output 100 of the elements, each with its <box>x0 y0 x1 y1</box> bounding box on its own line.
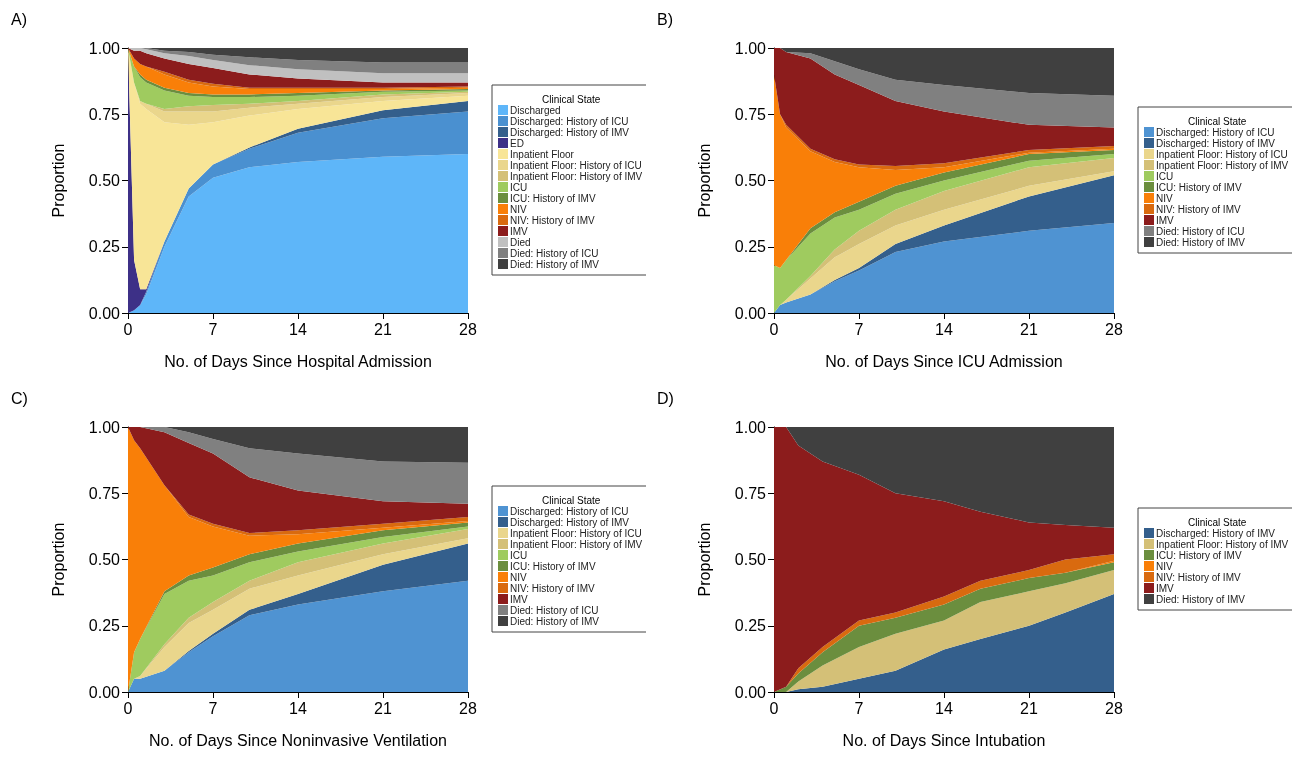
legend-label: IMV <box>1156 214 1175 226</box>
legend-label: ICU: History of IMV <box>510 560 596 572</box>
legend-label: Discharged: History of IMV <box>1156 137 1276 149</box>
y-axis-title: Proportion <box>695 143 713 218</box>
legend-label: Died: History of ICU <box>1156 225 1245 237</box>
legend-title: Clinical State <box>1188 115 1247 127</box>
y-tick-label: 0.50 <box>734 551 767 568</box>
x-tick-label: 14 <box>935 699 953 717</box>
legend-label: Inpatient Floor: History of IMV <box>510 538 643 550</box>
x-tick-label: 0 <box>769 699 779 717</box>
x-tick-label: 14 <box>289 320 307 338</box>
legend-label: Inpatient Floor: History of IMV <box>1156 159 1289 171</box>
legend-label: NIV <box>510 571 527 583</box>
x-tick-label: 7 <box>854 320 864 338</box>
y-axis-title: Proportion <box>49 143 67 218</box>
x-tick-label: 21 <box>1020 699 1038 717</box>
legend-label: Died: History of IMV <box>1156 236 1246 248</box>
legend-label: NIV: History of IMV <box>510 582 595 594</box>
x-axis-title: No. of Days Since ICU Admission <box>825 352 1063 370</box>
legend-title: Clinical State <box>1188 516 1247 528</box>
x-tick-label: 28 <box>459 699 477 717</box>
y-tick-label: 0.25 <box>88 617 121 635</box>
legend-label: Inpatient Floor: History of ICU <box>510 159 642 171</box>
legend-label: Died: History of ICU <box>510 247 599 259</box>
chart-title: C) <box>11 389 28 407</box>
y-tick-label: 0.00 <box>88 683 121 701</box>
legend-label: Discharged: History of IMV <box>1156 527 1276 539</box>
y-tick-label: 0.75 <box>88 484 121 502</box>
chart-title: A) <box>11 10 27 28</box>
y-tick-label: 1.00 <box>88 39 121 57</box>
x-tick-label: 0 <box>123 320 133 338</box>
legend-label: NIV: History of IMV <box>1156 203 1241 215</box>
legend-label: Died: History of IMV <box>510 258 600 270</box>
y-tick-label: 0.25 <box>734 238 767 256</box>
legend-label: Discharged: History of ICU <box>510 115 629 127</box>
y-tick-label: 0.00 <box>734 683 767 701</box>
legend-label: ICU <box>1156 170 1174 182</box>
legend-label: Died: History of IMV <box>1156 593 1246 605</box>
legend-label: IMV <box>1156 582 1175 594</box>
legend-label: Discharged: History of ICU <box>1156 126 1275 138</box>
legend-title: Clinical State <box>542 494 601 506</box>
y-tick-label: 0.00 <box>734 304 767 322</box>
y-tick-label: 1.00 <box>88 418 121 436</box>
chart-title: D) <box>657 389 674 407</box>
x-tick-label: 7 <box>208 699 218 717</box>
legend-label: ICU: History of IMV <box>1156 181 1242 193</box>
x-tick-label: 21 <box>374 699 392 717</box>
legend-label: ICU: History of IMV <box>1156 549 1242 561</box>
y-axis-title: Proportion <box>49 522 67 597</box>
legend-label: Died <box>510 236 531 248</box>
legend-label: NIV <box>1156 192 1173 204</box>
y-tick-label: 0.25 <box>734 617 767 635</box>
legend-label: Discharged <box>510 104 561 116</box>
y-tick-label: 0.25 <box>88 238 121 256</box>
legend-title: Clinical State <box>542 93 601 105</box>
x-axis-title: No. of Days Since Intubation <box>842 731 1046 749</box>
legend-label: Discharged: History of IMV <box>510 126 630 138</box>
legend-label: Died: History of ICU <box>510 604 599 616</box>
legend-label: Inpatient Floor: History of IMV <box>510 170 643 182</box>
x-tick-label: 28 <box>1105 699 1123 717</box>
y-tick-label: 0.50 <box>734 172 767 189</box>
x-tick-label: 28 <box>1105 320 1123 338</box>
x-tick-label: 28 <box>459 320 477 338</box>
x-axis-title: No. of Days Since Hospital Admission <box>164 352 432 370</box>
legend-label: NIV: History of IMV <box>510 214 595 226</box>
y-tick-label: 0.75 <box>734 484 767 502</box>
x-tick-label: 21 <box>374 320 392 338</box>
legend-label: ICU: History of IMV <box>510 192 596 204</box>
chart-title: B) <box>657 10 673 28</box>
y-tick-label: 0.00 <box>88 304 121 322</box>
y-tick-label: 0.75 <box>734 105 767 123</box>
y-tick-label: 0.50 <box>88 172 121 189</box>
legend-label: NIV: History of IMV <box>1156 571 1241 583</box>
y-tick-label: 0.50 <box>88 551 121 568</box>
legend-label: Inpatient Floor: History of IMV <box>1156 538 1289 550</box>
legend-label: IMV <box>510 225 529 237</box>
legend-label: Discharged: History of ICU <box>510 505 629 517</box>
legend-label: ICU <box>510 549 528 561</box>
x-tick-label: 0 <box>769 320 779 338</box>
x-tick-label: 0 <box>123 699 133 717</box>
x-tick-label: 7 <box>854 699 864 717</box>
legend-label: ICU <box>510 181 528 193</box>
legend-label: Inpatient Floor <box>510 148 575 160</box>
x-axis-title: No. of Days Since Noninvasive Ventilation <box>149 731 447 749</box>
legend-label: NIV <box>1156 560 1173 572</box>
y-axis-title: Proportion <box>695 522 713 597</box>
x-tick-label: 21 <box>1020 320 1038 338</box>
legend-label: ED <box>510 137 524 149</box>
legend-label: Died: History of IMV <box>510 615 600 627</box>
legend-label: Discharged: History of IMV <box>510 516 630 528</box>
x-tick-label: 14 <box>289 699 307 717</box>
legend-label: IMV <box>510 593 529 605</box>
legend-label: NIV <box>510 203 527 215</box>
y-tick-label: 0.75 <box>88 105 121 123</box>
y-tick-label: 1.00 <box>734 39 767 57</box>
legend-label: Inpatient Floor: History of ICU <box>1156 148 1288 160</box>
legend-label: Inpatient Floor: History of ICU <box>510 527 642 539</box>
x-tick-label: 14 <box>935 320 953 338</box>
x-tick-label: 7 <box>208 320 218 338</box>
y-tick-label: 1.00 <box>734 418 767 436</box>
